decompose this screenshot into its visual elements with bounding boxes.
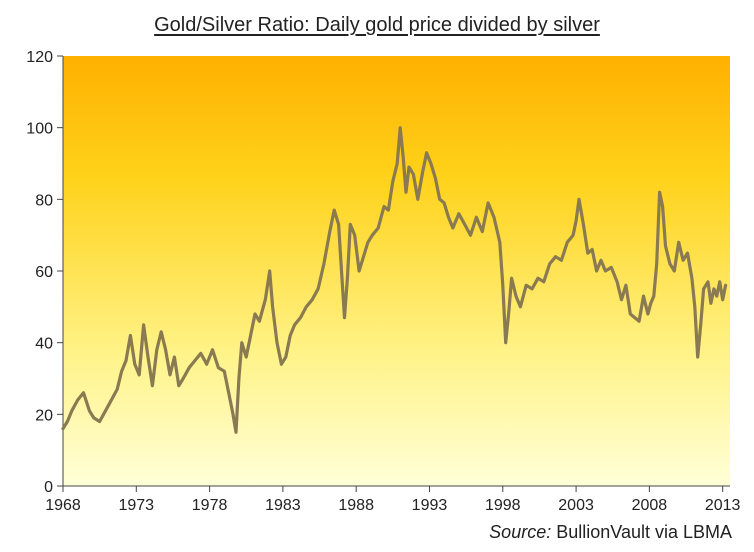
chart-source: Source: BullionVault via LBMA [489,522,732,543]
x-tick-label: 2008 [632,497,668,514]
x-tick-label: 2003 [558,497,594,514]
y-tick-label: 80 [35,192,53,209]
y-tick-label: 120 [26,49,53,66]
ticks-group: 0 20 40 60 80 100 120 1968 1973 1978 1983 1988 1993 1… [26,49,740,514]
y-tick-label: 0 [44,479,53,496]
source-text: BullionVault via LBMA [556,522,732,542]
y-tick-label: 60 [35,264,53,281]
x-tick-label: 1973 [118,497,154,514]
y-tick-label: 100 [26,121,53,138]
y-tick-label: 20 [35,407,53,424]
series-line-0 [61,126,728,434]
x-tick-label: 2013 [705,497,741,514]
x-tick-label: 1983 [265,497,301,514]
plot-background [63,56,730,486]
axes [57,56,730,492]
x-tick-label: 1998 [485,497,521,514]
x-tick-label: 1978 [192,497,228,514]
x-tick-label: 1993 [412,497,448,514]
x-tick-label: 1968 [45,497,81,514]
series-group [61,126,728,434]
chart-title: Gold/Silver Ratio: Daily gold price divi… [154,14,600,36]
x-tick-label: 1988 [338,497,374,514]
y-tick-label: 40 [35,336,53,353]
source-prefix: Source: [489,522,552,542]
